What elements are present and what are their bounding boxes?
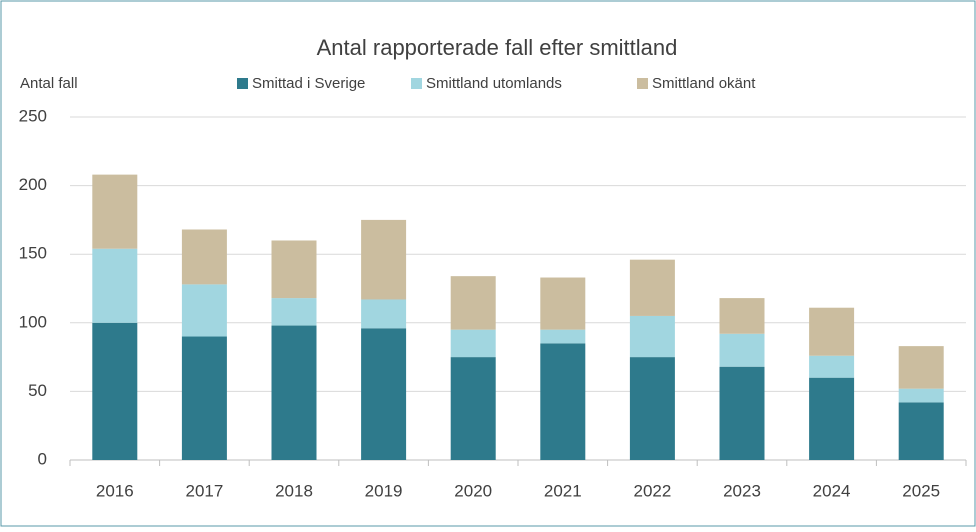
x-tick-label: 2024: [813, 481, 851, 500]
y-tick-label: 100: [19, 312, 47, 331]
bar-segment: [898, 388, 944, 403]
x-tick-label: 2016: [96, 481, 134, 500]
x-tick-label: 2020: [454, 481, 492, 500]
bar-segment: [92, 174, 138, 249]
bar-segment: [271, 325, 317, 460]
bar-segment: [898, 346, 944, 389]
bar-segment: [540, 277, 586, 330]
chart-title: Antal rapporterade fall efter smittland: [317, 35, 678, 60]
legend-swatch: [237, 78, 248, 89]
y-tick-label: 0: [38, 449, 47, 468]
bar-segment: [181, 229, 227, 285]
bar-segment: [361, 299, 407, 329]
x-tick-label: 2018: [275, 481, 313, 500]
bar-segment: [719, 366, 765, 460]
x-tick-label: 2021: [544, 481, 582, 500]
bar-segment: [361, 219, 407, 300]
bar-segment: [719, 333, 765, 367]
bar-segment: [809, 355, 855, 378]
y-tick-label: 150: [19, 244, 47, 263]
legend-swatch: [411, 78, 422, 89]
bar-segment: [92, 322, 138, 460]
bar-segment: [450, 357, 496, 460]
legend-label: Smittland okänt: [652, 75, 756, 92]
y-tick-label: 200: [19, 175, 47, 194]
bar-segment: [719, 298, 765, 334]
bar-segment: [271, 240, 317, 299]
bar-segment: [181, 336, 227, 460]
y-tick-label: 50: [28, 381, 47, 400]
x-tick-label: 2023: [723, 481, 761, 500]
x-tick-label: 2019: [365, 481, 403, 500]
legend-swatch: [637, 78, 648, 89]
y-axis-label: Antal fall: [20, 75, 78, 92]
bar-segment: [271, 298, 317, 326]
x-tick-label: 2017: [185, 481, 223, 500]
bar-segment: [540, 329, 586, 344]
bar-segment: [540, 343, 586, 460]
bar-segment: [809, 307, 855, 356]
legend-label: Smittland utomlands: [426, 75, 562, 92]
bar-segment: [450, 276, 496, 330]
bar-segment: [629, 357, 675, 460]
bar-segment: [809, 377, 855, 460]
x-tick-label: 2025: [902, 481, 940, 500]
bar-segment: [92, 248, 138, 323]
bar-segment: [450, 329, 496, 358]
bar-segment: [361, 328, 407, 460]
x-tick-label: 2022: [633, 481, 671, 500]
y-tick-label: 250: [19, 106, 47, 125]
bar-segment: [629, 259, 675, 316]
bar-segment: [181, 284, 227, 337]
bar-segment: [629, 315, 675, 358]
bar-segment: [898, 402, 944, 460]
legend-label: Smittad i Sverige: [252, 75, 365, 92]
